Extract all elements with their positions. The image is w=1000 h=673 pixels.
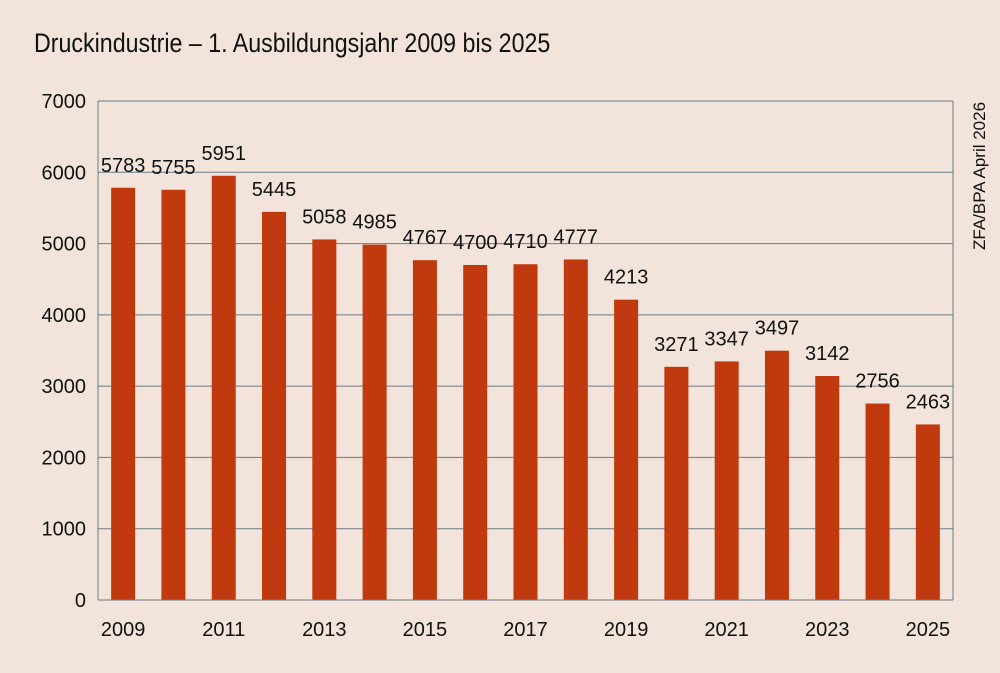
bar-2024 — [865, 403, 890, 600]
y-tick-label: 6000 — [42, 162, 87, 184]
bar-2010 — [161, 189, 186, 600]
axes — [97, 101, 954, 601]
value-label: 5445 — [252, 179, 297, 201]
x-tick-label: 2011 — [202, 619, 245, 641]
value-label: 4710 — [503, 231, 548, 253]
x-tick-label: 2013 — [302, 619, 347, 641]
y-tick-label: 0 — [75, 590, 86, 612]
x-tick-label: 2023 — [805, 619, 850, 641]
value-label: 5951 — [201, 143, 246, 165]
bar-2021 — [714, 361, 739, 600]
value-label: 5783 — [101, 155, 146, 177]
bar-2023 — [815, 376, 840, 600]
value-label: 4767 — [403, 227, 448, 249]
chart-title: Druckindustrie – 1. Ausbildungsjahr 2009… — [34, 28, 551, 58]
value-label: 4213 — [604, 267, 649, 289]
y-tick-label: 3000 — [42, 376, 87, 398]
bar-2015 — [412, 260, 437, 600]
bar-2019 — [614, 299, 639, 600]
bar-2014 — [362, 244, 387, 600]
value-label: 5755 — [151, 157, 196, 179]
value-label: 5058 — [302, 206, 347, 228]
x-tick-label: 2009 — [101, 619, 146, 641]
bar-2009 — [111, 187, 136, 601]
value-label: 4700 — [453, 232, 498, 254]
value-label: 2756 — [855, 371, 900, 393]
value-label: 3271 — [654, 334, 699, 356]
source-label: ZFA/BPA April 2026 — [970, 102, 989, 250]
value-label: 4777 — [554, 226, 599, 248]
x-tick-label: 2019 — [604, 619, 649, 641]
value-label: 3347 — [704, 328, 749, 350]
x-tick-label: 2021 — [704, 619, 749, 641]
bar-2012 — [262, 211, 287, 600]
bar-2017 — [513, 264, 538, 600]
bar-2011 — [211, 175, 236, 600]
value-label: 4985 — [352, 212, 397, 234]
y-tick-label: 1000 — [42, 519, 87, 541]
bars — [111, 175, 940, 601]
bar-2022 — [764, 350, 789, 600]
y-tick-label: 4000 — [42, 305, 87, 327]
value-label: 3497 — [755, 318, 800, 340]
value-label: 2463 — [906, 391, 951, 413]
bar-2018 — [563, 259, 588, 600]
bar-2020 — [664, 366, 689, 600]
labels: 0 1000 2000 3000 4000 5000 6000 7000 5783 2009 575… — [42, 91, 951, 641]
x-tick-label: 2015 — [403, 619, 448, 641]
y-tick-label: 2000 — [42, 447, 87, 469]
x-tick-label: 2017 — [503, 619, 548, 641]
y-tick-label: 7000 — [42, 91, 87, 113]
value-label: 3142 — [805, 343, 850, 365]
bar-2025 — [915, 424, 940, 600]
bar-2016 — [463, 264, 488, 600]
y-tick-label: 5000 — [42, 234, 87, 256]
x-tick-label: 2025 — [906, 619, 951, 641]
bar-2013 — [312, 239, 337, 600]
